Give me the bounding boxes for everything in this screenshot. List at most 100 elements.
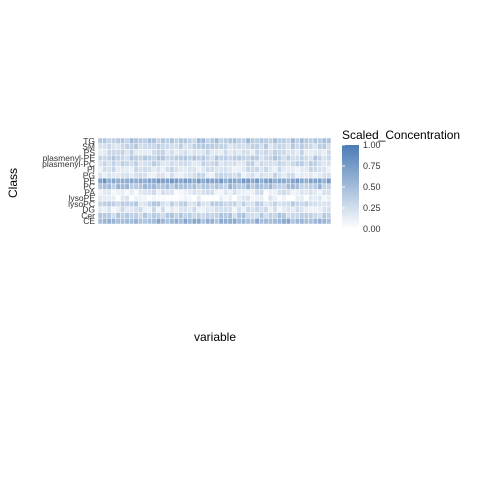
- heatmap-cell: [120, 207, 124, 213]
- heatmap-cell: [291, 201, 295, 207]
- heatmap-cell: [237, 184, 241, 190]
- heatmap-cell: [250, 190, 254, 196]
- heatmap-cell: [223, 178, 227, 184]
- heatmap-cell: [111, 167, 115, 173]
- heatmap-cell: [313, 155, 317, 161]
- heatmap-cell: [170, 213, 174, 219]
- heatmap-cell: [313, 167, 317, 173]
- heatmap-cell: [259, 184, 263, 190]
- heatmap-cell: [134, 184, 138, 190]
- heatmap-cell: [223, 155, 227, 161]
- heatmap-cell: [192, 184, 196, 190]
- heatmap-cell: [161, 167, 165, 173]
- heatmap-cell: [318, 184, 322, 190]
- heatmap-cell: [156, 149, 160, 155]
- heatmap-cell: [322, 201, 326, 207]
- heatmap-cell: [201, 184, 205, 190]
- heatmap-cell: [129, 144, 133, 150]
- heatmap-cell: [228, 161, 232, 167]
- heatmap-cell: [268, 184, 272, 190]
- heatmap-cell: [156, 184, 160, 190]
- heatmap-cell: [255, 155, 259, 161]
- heatmap-cell: [300, 144, 304, 150]
- heatmap-cell: [138, 190, 142, 196]
- heatmap-cell: [197, 218, 201, 224]
- heatmap-cell: [259, 144, 263, 150]
- heatmap-cell: [286, 178, 290, 184]
- heatmap-cell: [246, 172, 250, 178]
- heatmap-cell: [197, 144, 201, 150]
- heatmap-cell: [219, 167, 223, 173]
- heatmap-cell: [304, 155, 308, 161]
- heatmap-cell: [170, 138, 174, 144]
- heatmap-cell: [206, 149, 210, 155]
- heatmap-cell: [102, 178, 106, 184]
- heatmap-cell: [246, 144, 250, 150]
- heatmap-cell: [228, 190, 232, 196]
- heatmap-cell: [277, 207, 281, 213]
- heatmap-cell: [237, 218, 241, 224]
- heatmap-cell: [318, 172, 322, 178]
- heatmap-cell: [210, 167, 214, 173]
- heatmap-cell: [255, 201, 259, 207]
- heatmap-cell: [309, 190, 313, 196]
- heatmap-cell: [241, 149, 245, 155]
- heatmap-cell: [188, 213, 192, 219]
- heatmap-cell: [219, 218, 223, 224]
- heatmap-cell: [246, 178, 250, 184]
- heatmap-cell: [219, 144, 223, 150]
- heatmap-cell: [111, 149, 115, 155]
- legend: Scaled_Concentration 0.000.250.500.751.0…: [342, 128, 460, 234]
- heatmap-cell: [327, 167, 331, 173]
- heatmap-cell: [143, 201, 147, 207]
- heatmap-cell: [179, 207, 183, 213]
- heatmap-cell: [111, 172, 115, 178]
- heatmap-cell: [282, 138, 286, 144]
- heatmap-cell: [277, 167, 281, 173]
- heatmap-cell: [210, 207, 214, 213]
- heatmap-cell: [116, 172, 120, 178]
- heatmap-cell: [264, 144, 268, 150]
- heatmap-cell: [147, 178, 151, 184]
- heatmap-cell: [246, 201, 250, 207]
- heatmap-cell: [170, 167, 174, 173]
- heatmap-cell: [134, 218, 138, 224]
- heatmap-cell: [313, 172, 317, 178]
- heatmap-cell: [116, 213, 120, 219]
- heatmap-cell: [237, 178, 241, 184]
- heatmap-cell: [98, 149, 102, 155]
- heatmap-cell: [98, 178, 102, 184]
- heatmap-cell: [143, 213, 147, 219]
- heatmap-cell: [138, 201, 142, 207]
- heatmap-cell: [188, 161, 192, 167]
- heatmap-cell: [174, 218, 178, 224]
- heatmap-cell: [116, 195, 120, 201]
- heatmap-cell: [232, 144, 236, 150]
- heatmap-cell: [264, 195, 268, 201]
- heatmap-cell: [188, 144, 192, 150]
- heatmap-cell: [174, 155, 178, 161]
- heatmap-cell: [107, 195, 111, 201]
- heatmap-cell: [170, 172, 174, 178]
- heatmap-cell: [192, 178, 196, 184]
- heatmap-cell: [304, 178, 308, 184]
- heatmap-cell: [107, 138, 111, 144]
- heatmap-cell: [309, 207, 313, 213]
- heatmap-cell: [255, 213, 259, 219]
- heatmap-cell: [268, 178, 272, 184]
- heatmap-cell: [237, 167, 241, 173]
- heatmap-cell: [304, 184, 308, 190]
- heatmap-cell: [304, 167, 308, 173]
- heatmap-cell: [120, 184, 124, 190]
- heatmap-cell: [170, 190, 174, 196]
- heatmap-cell: [223, 161, 227, 167]
- heatmap-cell: [250, 161, 254, 167]
- heatmap-cell: [273, 161, 277, 167]
- heatmap-cell: [250, 144, 254, 150]
- heatmap-cell: [273, 201, 277, 207]
- heatmap-cell: [255, 218, 259, 224]
- heatmap-cell: [215, 207, 219, 213]
- heatmap-cell: [206, 178, 210, 184]
- heatmap-cell: [147, 161, 151, 167]
- heatmap-cell: [273, 184, 277, 190]
